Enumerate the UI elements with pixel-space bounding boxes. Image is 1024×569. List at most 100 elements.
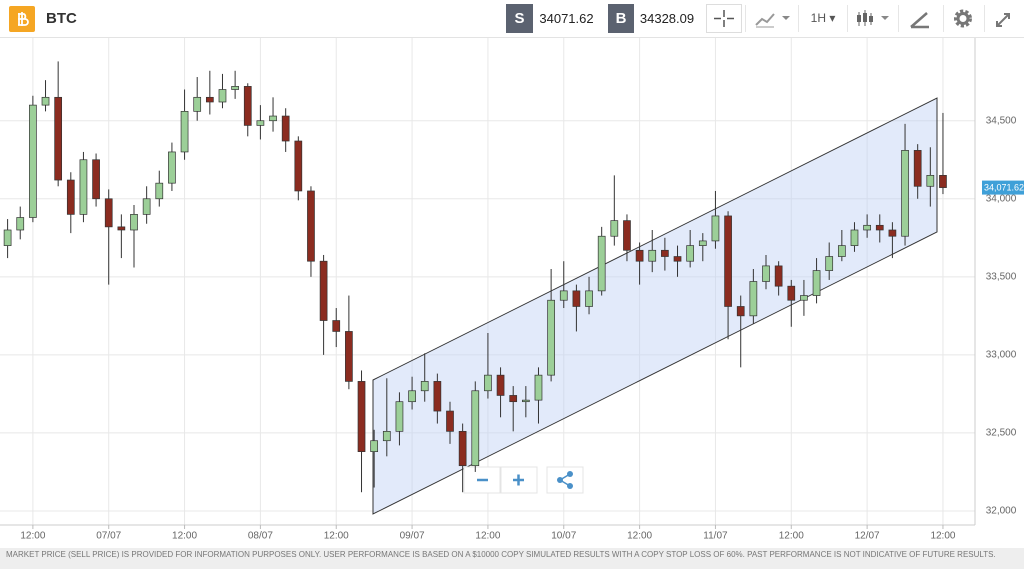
candle-body [926,175,935,187]
candle-body [180,111,189,153]
candle-body [54,96,63,181]
candle-body [446,410,454,432]
fullscreen-button[interactable] [984,5,1024,32]
price-marker-label: 34,071.62 [984,182,1024,192]
candle-body [711,215,720,242]
candle-body [3,229,12,246]
y-tick-label: 33,000 [986,350,1017,361]
sell-button[interactable]: S [506,4,533,33]
zoom-controls [463,466,584,494]
candle-body [863,224,871,231]
settings-button[interactable] [943,5,984,32]
candle-body [648,249,657,262]
candle-body [913,150,922,187]
candle-body [66,179,75,215]
candle-body [825,256,834,271]
candle-body [534,374,543,401]
toolbar: BTC S 34071.62 B 34328.09 1H ▾ [0,0,1024,38]
share-button[interactable] [546,466,584,494]
x-tick-label: 11/07 [703,531,728,542]
candle-body [142,198,151,215]
candle-body [724,215,732,307]
symbol: BTC [46,10,77,27]
chart: 32,000 32,500 33,000 33,500 34,000 34,500 12:0… [0,38,1024,542]
candle-body [117,226,126,231]
candle-body [787,285,796,301]
y-tick-label: 32,000 [986,506,1017,517]
candle-body [610,220,619,237]
candle-body [585,290,593,307]
candle-body [370,440,379,452]
candle-body [875,224,884,231]
candle-body [812,270,821,296]
candle-body [547,299,555,376]
candle-body [635,249,644,262]
candle-body [774,265,783,287]
candle-body [623,220,631,251]
buy-button[interactable]: B [608,4,634,33]
candle-body [345,331,353,382]
plus-icon [513,474,524,486]
x-tick-label: 12:00 [779,531,804,542]
candle-body [661,249,669,257]
candle-body [29,104,37,218]
candle-body [686,245,695,262]
candle-body [395,401,404,432]
x-tick-label: 12:00 [627,531,652,542]
chart-type-button[interactable] [745,5,796,32]
y-tick-label: 33,500 [986,271,1017,282]
buy-price: 34328.09 [639,11,695,26]
candle-body [332,320,341,332]
candle-body [484,374,492,392]
candle-body [673,256,682,262]
candle-body [269,115,277,122]
candle-body [559,290,568,301]
candle-body [231,86,239,90]
sell-price: 34071.62 [539,11,594,26]
candle-body [218,89,227,103]
candle-body [41,96,50,106]
x-tick-label: 12:00 [172,531,197,542]
candle-body [307,190,315,262]
candle-body [382,430,391,442]
timeframe-button[interactable]: 1H ▾ [798,5,847,32]
candle-body [698,240,707,246]
candle-body [521,399,530,403]
share-icon [557,471,573,489]
candle-body [205,96,214,103]
y-tick-label: 32,500 [986,428,1017,439]
candle-body [92,159,100,200]
candle-body [433,381,442,412]
candle-body [471,390,480,467]
candle-body [155,182,164,200]
channel-drawing [372,97,938,515]
x-tick-label: 12:00 [930,531,955,542]
draw-button[interactable] [898,5,943,32]
candle-type-button[interactable] [847,5,896,32]
candle-body [168,151,176,184]
candle-body [736,306,745,317]
disclaimer: MARKET PRICE (SELL PRICE) IS PROVIDED FO… [0,548,1024,569]
x-tick-label: 12:00 [20,531,45,542]
timeframe: 1H [810,11,826,25]
candle-body [837,245,846,257]
candle-body [130,214,138,231]
candle-body [762,265,770,282]
candle-body [800,295,808,301]
candle-body [572,290,581,307]
candle-body [458,430,467,467]
x-tick-label: 07/07 [96,531,121,542]
candle-body [256,120,265,126]
candle-body [939,175,947,188]
candle-body [597,235,606,292]
candle-body [16,217,25,231]
candle-body [243,86,252,126]
crosshair-button[interactable] [706,4,742,33]
candle-body [193,96,202,112]
candle-body [749,281,758,317]
candle-body [104,198,113,228]
candle-body [408,390,416,403]
x-tick-label: 12:00 [324,531,349,542]
x-tick-label: 09/07 [400,531,425,542]
